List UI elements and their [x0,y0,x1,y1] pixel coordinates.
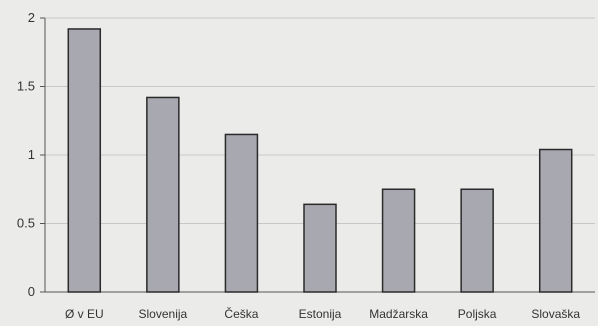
bar-3 [303,203,337,293]
grid-layer [45,17,595,224]
y-tick-label-1: 0.5 [17,216,35,231]
x-tick-label-5: Poljska [458,307,497,321]
bar-layer [67,28,573,293]
x-tick-label-6: Slovaška [531,307,580,321]
bar-2 [224,133,259,293]
y-tick-label-4: 2 [28,10,35,25]
x-tick-label-2: Češka [224,306,258,321]
x-tick-label-3: Estonija [299,307,342,321]
bar-1 [146,96,180,293]
y-tick-label-2: 1 [28,147,35,162]
bar-5 [460,188,494,293]
bar-6 [538,148,573,293]
y-tick-label-3: 1.5 [17,79,35,94]
x-tick-label-4: Madžarska [369,307,428,321]
bar-4 [381,188,416,293]
label-layer: 0 0.5 1 1.5 2 Ø v EU Slovenija Češka Estonija Mad… [17,10,580,321]
bar-0 [67,28,102,293]
x-tick-label-0: Ø v EU [65,307,104,321]
y-tick-label-0: 0 [28,284,35,299]
x-tick-label-1: Slovenija [139,307,188,321]
